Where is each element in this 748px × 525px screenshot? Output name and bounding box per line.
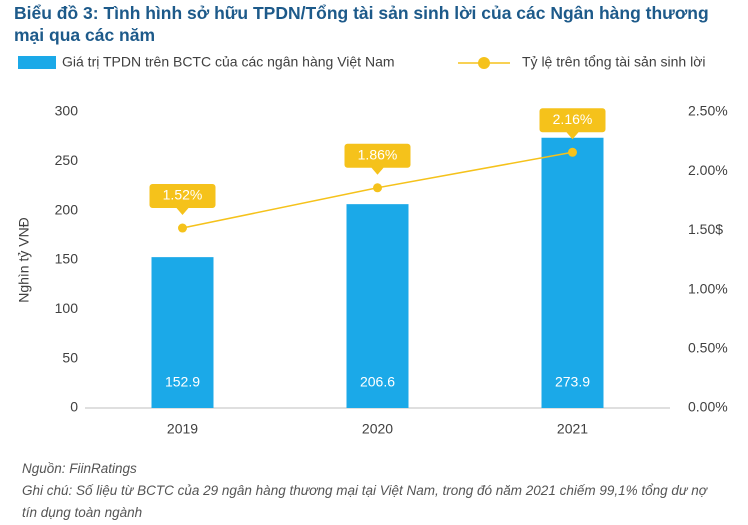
line-value-label: 1.52%	[163, 187, 203, 203]
bar-value-label: 152.9	[165, 374, 200, 390]
line-value-label: 1.86%	[358, 146, 398, 162]
line-point	[178, 223, 187, 233]
legend-swatch	[478, 57, 490, 69]
footnote: Nguồn: FiinRatings Ghi chú: Số liệu từ B…	[22, 458, 722, 524]
bar	[151, 257, 214, 408]
bar	[541, 137, 604, 408]
x-tick-label: 2020	[362, 421, 393, 437]
y2-tick-label: 0.50%	[688, 340, 728, 356]
y2-tick-label: 1.00%	[688, 280, 728, 296]
y2-tick-label: 0.00%	[688, 399, 728, 415]
callout	[344, 143, 411, 175]
line-point	[373, 183, 382, 193]
source: Nguồn: FiinRatings	[22, 461, 137, 476]
y-tick-label: 100	[55, 300, 79, 316]
y2-tick-label: 2.50%	[688, 103, 728, 119]
chart: Nghìn tỷ VNĐ 0 50 100 150 200 250 300 0.00% 0.50…	[16, 54, 728, 437]
y-axis-title: Nghìn tỷ VNĐ	[16, 217, 32, 303]
y-tick-label: 150	[55, 251, 79, 267]
x-tick-label: 2021	[557, 421, 588, 437]
callout	[539, 108, 606, 140]
x-tick-label: 2019	[167, 421, 198, 437]
line-value-label: 2.16%	[553, 111, 593, 127]
bar-value-label: 206.6	[360, 374, 395, 390]
y-tick-label: 0	[70, 399, 78, 415]
y2-tick-label: 1.50$	[688, 221, 723, 237]
bar	[346, 204, 409, 408]
chart-title: Biểu đồ 3: Tình hình sở hữu TPDN/Tổng tà…	[14, 3, 709, 45]
y2-tick-label: 2.00%	[688, 162, 728, 178]
y-tick-label: 250	[55, 152, 79, 168]
line-point	[568, 147, 577, 157]
note: Ghi chú: Số liệu từ BCTC của 29 ngân hàn…	[22, 483, 707, 520]
legend-label: Tỷ lệ trên tổng tài sản sinh lời	[522, 54, 706, 70]
legend-swatch	[18, 56, 56, 69]
callout	[149, 184, 216, 216]
y-tick-label: 200	[55, 201, 79, 217]
legend-label: Giá trị TPDN trên BCTC của các ngân hàng…	[62, 54, 395, 70]
y-tick-label: 300	[55, 103, 79, 119]
y-tick-label: 50	[62, 349, 78, 365]
bar-value-label: 273.9	[555, 374, 590, 390]
